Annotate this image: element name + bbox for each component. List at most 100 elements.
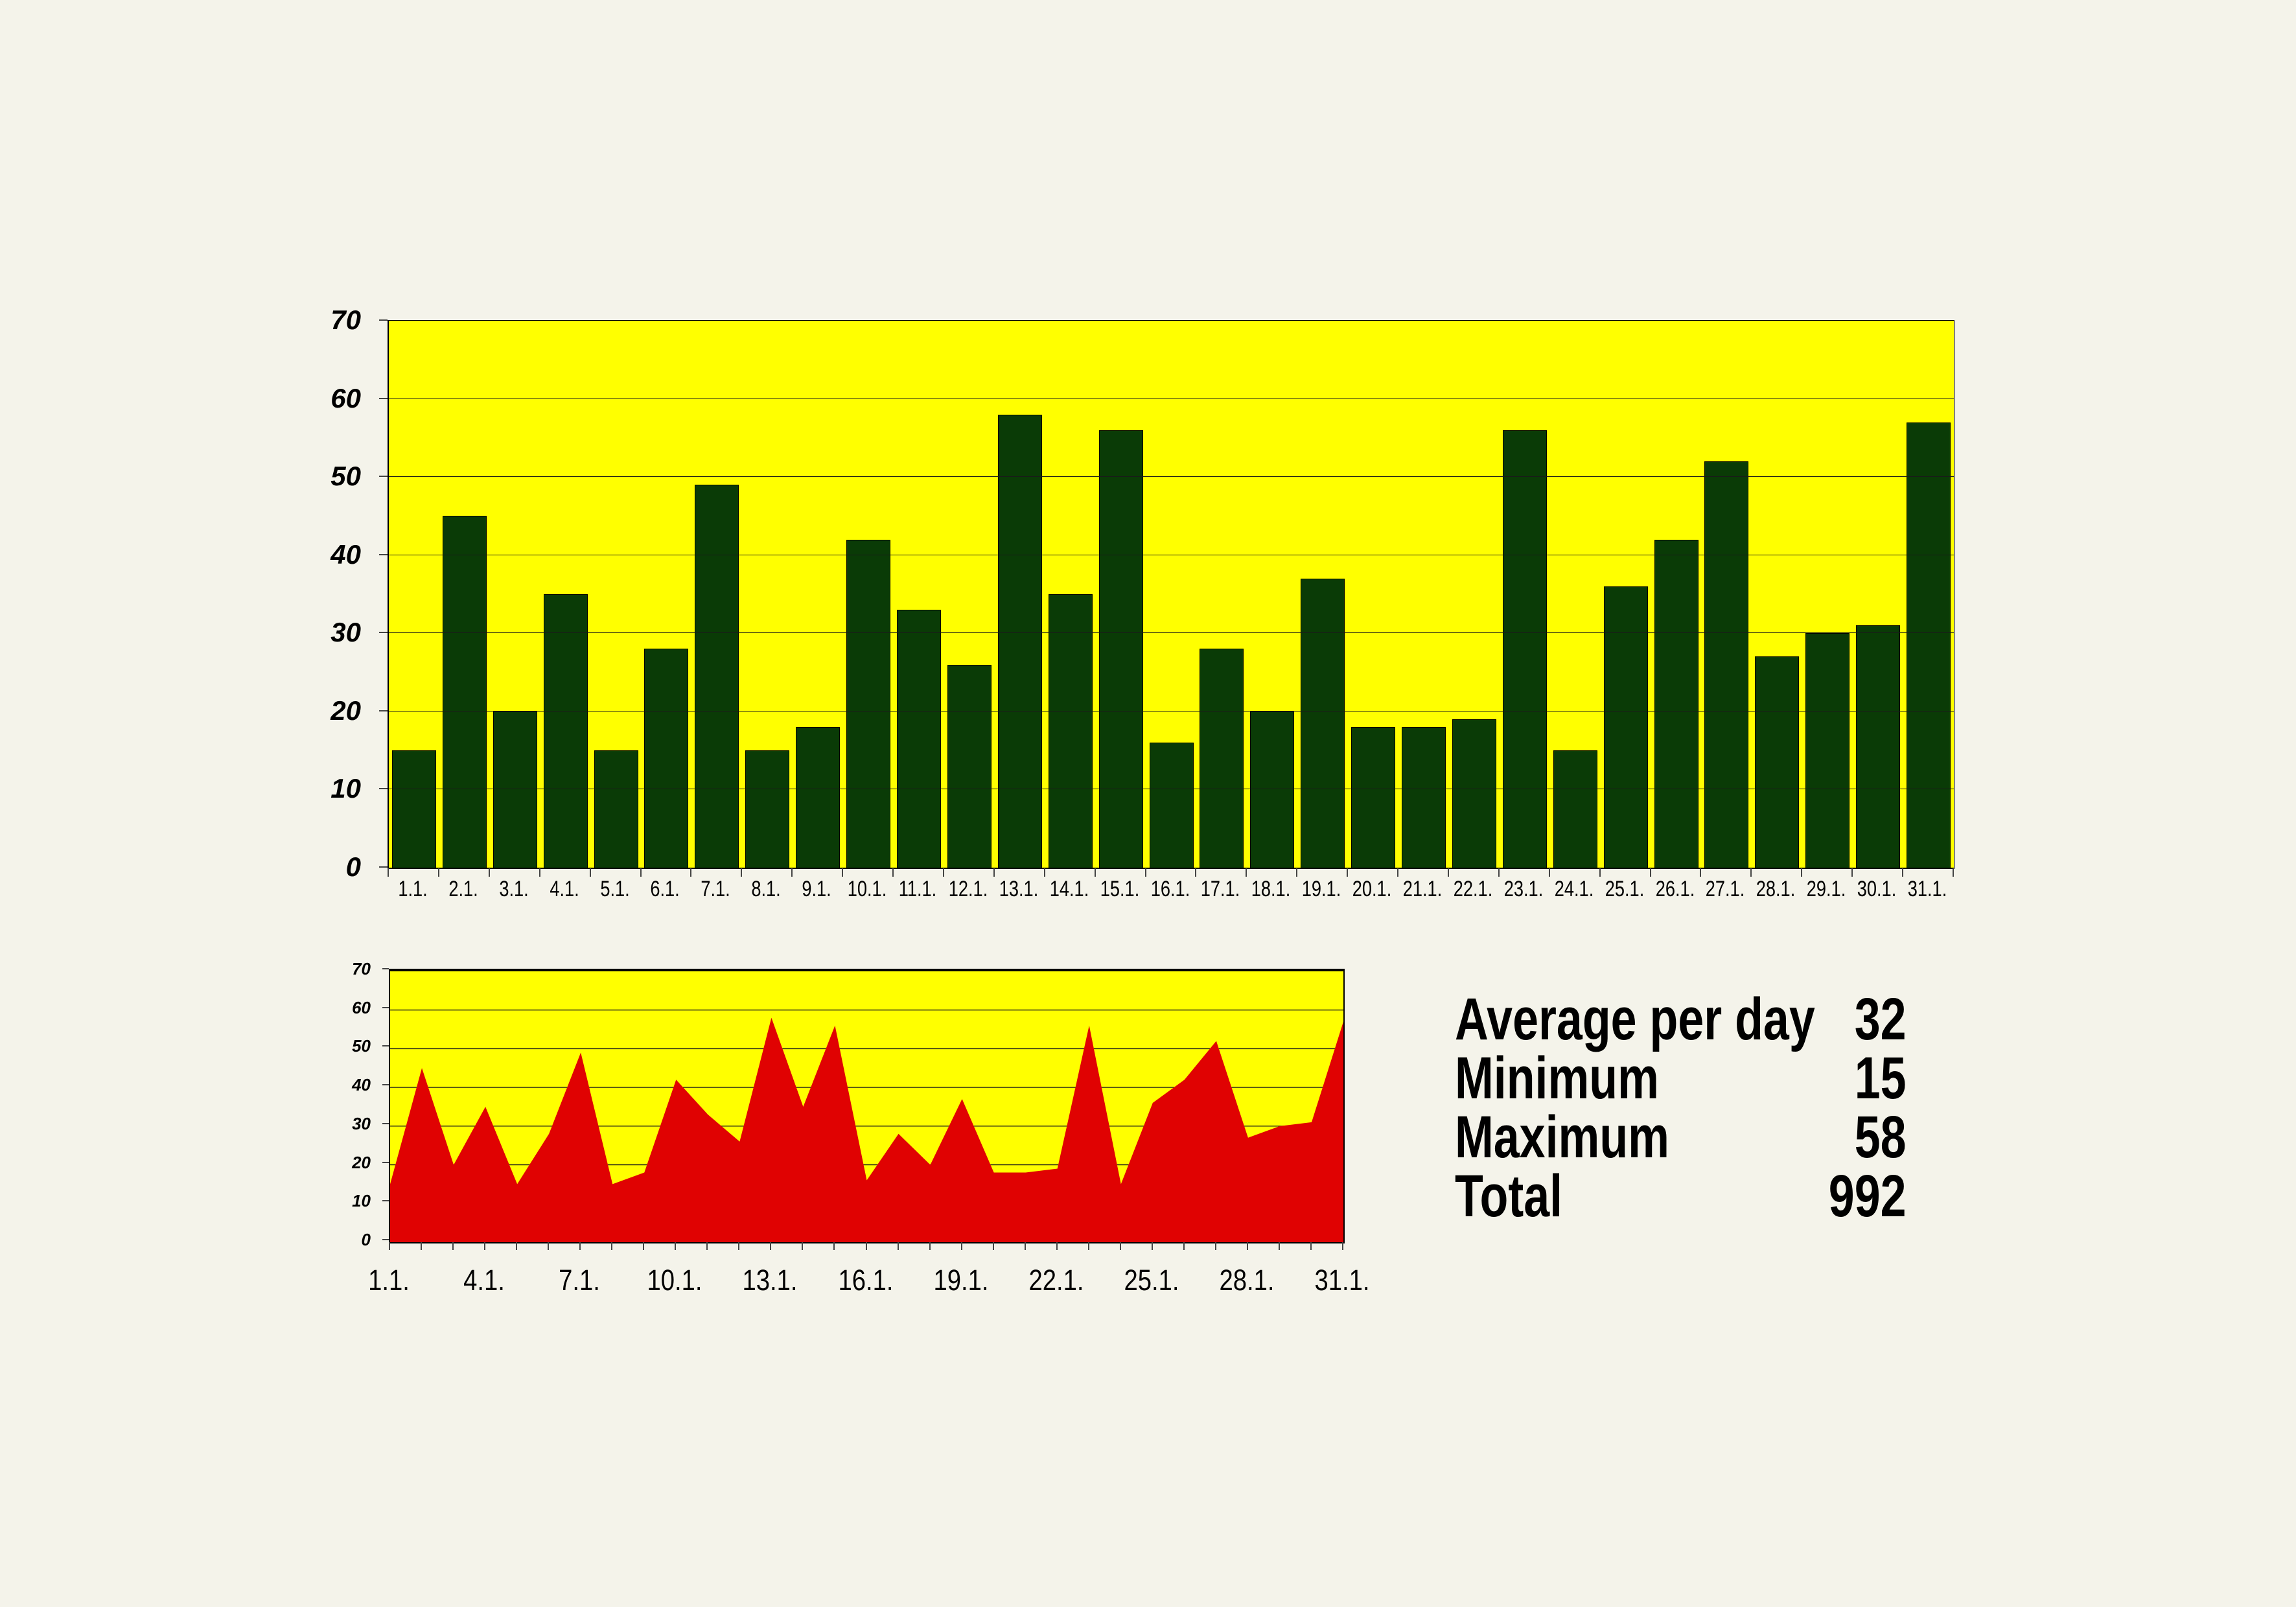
bar-day-10.1.: [846, 539, 891, 868]
area-chart-x-label-4.1.: 4.1.: [463, 1264, 505, 1297]
bar-chart-y-label-60: 60: [330, 382, 361, 413]
area-chart-x-tick: [1214, 1242, 1216, 1250]
area-chart-x-label-13.1.: 13.1.: [742, 1264, 798, 1297]
area-chart-x-tick: [1246, 1242, 1248, 1250]
bar-day-23.1.: [1502, 430, 1547, 868]
bar-chart-x-label-18.1.: 18.1.: [1251, 877, 1291, 901]
bar-chart-x-label-6.1.: 6.1.: [650, 877, 680, 901]
bar-chart-x-label-31.1.: 31.1.: [1907, 877, 1947, 901]
area-chart-x-tick: [611, 1242, 613, 1250]
bar-chart-x-label-17.1.: 17.1.: [1201, 877, 1240, 901]
bar-day-27.1.: [1704, 461, 1749, 868]
area-chart-y-label-10: 10: [352, 1191, 371, 1211]
bar-chart-y-tick: [379, 553, 388, 555]
bar-chart-y-tick: [379, 710, 388, 711]
bar-chart-x-label-23.1.: 23.1.: [1503, 877, 1544, 901]
bar-day-1.1.: [391, 750, 436, 868]
bar-day-2.1.: [442, 516, 487, 868]
area-chart-x-label-1.1.: 1.1.: [368, 1264, 410, 1297]
area-chart-y-label-70: 70: [352, 959, 371, 978]
area-chart-x-tick: [452, 1242, 454, 1250]
bar-chart-x-tick: [1902, 868, 1904, 877]
bar-chart-x-label-4.1.: 4.1.: [549, 877, 579, 901]
bar-day-4.1.: [543, 594, 588, 868]
bar-chart-x-label-13.1.: 13.1.: [999, 877, 1039, 901]
stat-row-total: Total 992: [1455, 1163, 1907, 1229]
bar-day-17.1.: [1200, 649, 1244, 868]
bar-chart-x-label-2.1.: 2.1.: [448, 877, 478, 901]
area-chart-x-tick: [865, 1242, 867, 1250]
bar-chart-y-label-70: 70: [330, 305, 361, 335]
bar-chart-x-tick: [1750, 868, 1752, 877]
bar-day-26.1.: [1654, 539, 1699, 868]
bar-chart-x-tick: [892, 868, 894, 877]
bar-chart-x-tick: [1953, 868, 1954, 877]
bar-chart-x-tick: [1851, 868, 1853, 877]
area-chart-svg: [390, 1010, 1343, 1242]
bar-chart-y-tick: [379, 319, 388, 321]
bar-day-22.1.: [1452, 719, 1496, 868]
area-chart-x-tick: [1278, 1242, 1280, 1250]
area-chart-x-label-31.1.: 31.1.: [1314, 1264, 1370, 1297]
bar-chart-x-label-22.1.: 22.1.: [1453, 877, 1493, 901]
area-chart-x-label-16.1.: 16.1.: [837, 1264, 894, 1297]
stat-row-maximum: Maximum 58: [1455, 1107, 1907, 1167]
area-chart-x-tick: [579, 1242, 581, 1250]
bar-chart-x-tick: [589, 868, 591, 877]
bar-day-30.1.: [1856, 625, 1901, 868]
bar-chart-x-tick: [488, 868, 490, 877]
area-chart-x-tick: [516, 1242, 518, 1250]
bar-chart-x-label-29.1.: 29.1.: [1806, 877, 1846, 901]
bar-chart-x-tick: [1347, 868, 1349, 877]
area-chart-x-tick: [1183, 1242, 1185, 1250]
bar-chart-y-label-40: 40: [330, 538, 361, 570]
bar-chart-x-label-20.1.: 20.1.: [1352, 877, 1392, 901]
bar-day-19.1.: [1301, 578, 1345, 868]
bar-chart-x-tick: [1447, 868, 1449, 877]
bar-chart-x-tick: [1144, 868, 1146, 877]
bar-chart-x-tick: [1296, 868, 1298, 877]
area-chart-x-tick: [992, 1242, 994, 1250]
bar-chart-x-tick: [1094, 868, 1096, 877]
bar-chart-x-label-28.1.: 28.1.: [1756, 877, 1796, 901]
area-chart-y-tick: [382, 1239, 389, 1240]
area-chart-y-tick: [382, 1122, 389, 1124]
bar-day-20.1.: [1351, 726, 1396, 868]
stat-label-minimum: Minimum: [1455, 1045, 1659, 1111]
bar-chart-x-label-30.1.: 30.1.: [1857, 877, 1897, 901]
bar-chart-y-tick: [379, 476, 388, 478]
bar-chart-x-tick: [539, 868, 540, 877]
area-chart-y-tick: [382, 1200, 389, 1202]
stat-row-average: Average per day 32: [1455, 989, 1907, 1049]
bar-day-15.1.: [1098, 430, 1143, 868]
bar-chart-y-label-50: 50: [330, 461, 361, 492]
area-chart-x-tick: [421, 1242, 423, 1250]
bar-day-8.1.: [745, 750, 790, 868]
bar-chart-x-tick: [741, 868, 743, 877]
area-chart-y-label-50: 50: [352, 1036, 371, 1056]
bar-chart-x-tick: [1043, 868, 1045, 877]
bar-chart-x-label-7.1.: 7.1.: [701, 877, 731, 901]
area-chart-x-tick: [1056, 1242, 1058, 1250]
bar-day-6.1.: [644, 649, 689, 868]
area-chart-plot-area: [389, 969, 1345, 1243]
bar-chart-x-tick: [993, 868, 995, 877]
bar-chart-x-tick: [791, 868, 793, 877]
area-chart-x-label-28.1.: 28.1.: [1219, 1264, 1275, 1297]
area-chart-x-tick: [960, 1242, 962, 1250]
stat-value-total: 992: [1828, 1163, 1907, 1229]
bar-day-12.1.: [947, 664, 991, 868]
bar-chart-x-tick: [1246, 868, 1247, 877]
bar-chart-y-tick: [379, 788, 388, 790]
gridline-50: [389, 476, 1954, 478]
bar-chart-x-label-24.1.: 24.1.: [1554, 877, 1594, 901]
area-chart-y-label-20: 20: [352, 1152, 371, 1172]
bar-chart-x-label-5.1.: 5.1.: [599, 877, 630, 901]
bar-chart-plot-area: [388, 320, 1954, 869]
bar-chart-x-label-26.1.: 26.1.: [1655, 877, 1695, 901]
area-chart-x-label-19.1.: 19.1.: [933, 1264, 989, 1297]
bar-chart-x-tick: [1548, 868, 1550, 877]
area-chart-y-tick: [382, 1084, 389, 1086]
area-chart-x-tick: [770, 1242, 772, 1250]
stat-label-total: Total: [1455, 1163, 1563, 1229]
